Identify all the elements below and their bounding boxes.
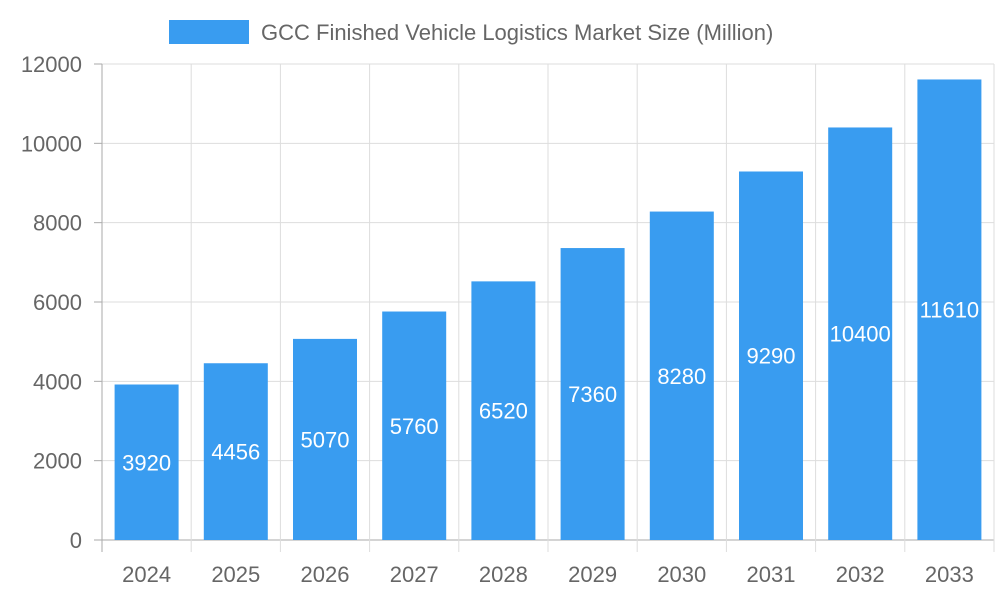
- legend-swatch: [169, 20, 249, 44]
- data-label: 5760: [390, 414, 439, 439]
- bar: [649, 211, 714, 540]
- data-label: 9290: [747, 344, 796, 369]
- x-tick-label: 2029: [568, 562, 617, 587]
- axes: 0 2000 4000 6000 8000 10000 12000 2024 2025 2026 2…: [21, 52, 974, 587]
- bar: [203, 363, 268, 540]
- y-tick-label: 8000: [33, 211, 82, 236]
- y-tick-label: 4000: [33, 369, 82, 394]
- bar: [382, 311, 447, 540]
- y-tick-label: 12000: [21, 52, 82, 77]
- x-tick-label: 2031: [747, 562, 796, 587]
- data-label: 4456: [211, 440, 260, 465]
- data-label: 6520: [479, 399, 528, 424]
- x-tick-label: 2032: [836, 562, 885, 587]
- data-label: 8280: [657, 364, 706, 389]
- x-tick-label: 2027: [390, 562, 439, 587]
- y-tick-label: 0: [70, 528, 82, 553]
- data-label: 3920: [122, 450, 171, 475]
- legend-label: GCC Finished Vehicle Logistics Market Si…: [261, 20, 773, 45]
- legend[interactable]: GCC Finished Vehicle Logistics Market Si…: [169, 20, 773, 45]
- bar: [739, 171, 803, 540]
- data-label: 7360: [568, 382, 617, 407]
- bars: [114, 79, 982, 540]
- bar: [560, 248, 625, 540]
- bar: [471, 281, 536, 540]
- bar: [114, 384, 179, 540]
- bar: [828, 127, 893, 540]
- x-tick-label: 2028: [479, 562, 528, 587]
- y-tick-label: 6000: [33, 290, 82, 315]
- bar: [293, 338, 357, 540]
- y-tick-label: 2000: [33, 449, 82, 474]
- data-labels: 3920 4456 5070 5760 6520 7360 8280 9290 10400 116…: [122, 298, 979, 476]
- x-tick-label: 2025: [211, 562, 260, 587]
- y-tick-label: 10000: [21, 131, 82, 156]
- x-tick-label: 2024: [122, 562, 171, 587]
- x-tick-label: 2030: [657, 562, 706, 587]
- data-label: 5070: [301, 427, 350, 452]
- x-tick-label: 2026: [301, 562, 350, 587]
- x-tick-label: 2033: [925, 562, 974, 587]
- data-label: 10400: [830, 322, 891, 347]
- data-label: 11610: [920, 298, 980, 323]
- grid: [101, 63, 995, 552]
- bar: [917, 79, 982, 540]
